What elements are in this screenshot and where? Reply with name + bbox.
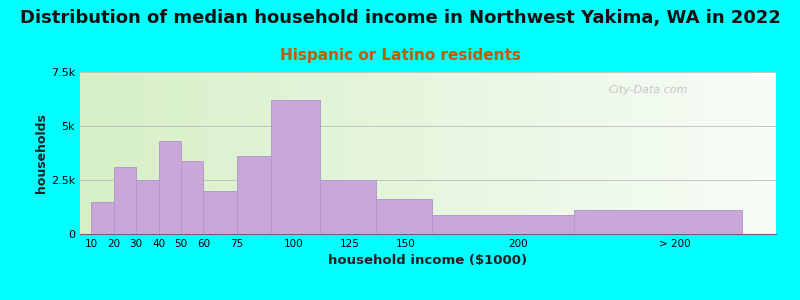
Bar xyxy=(203,191,237,234)
Bar xyxy=(574,210,742,234)
X-axis label: household income ($1000): household income ($1000) xyxy=(329,254,527,267)
Bar xyxy=(433,214,574,234)
Bar xyxy=(271,100,320,234)
Bar xyxy=(136,180,158,234)
Y-axis label: households: households xyxy=(35,113,48,193)
Bar xyxy=(114,167,136,234)
Bar xyxy=(158,141,181,234)
Bar xyxy=(237,156,271,234)
Text: City-Data.com: City-Data.com xyxy=(609,85,689,95)
Text: Distribution of median household income in Northwest Yakima, WA in 2022: Distribution of median household income … xyxy=(19,9,781,27)
Text: Hispanic or Latino residents: Hispanic or Latino residents xyxy=(279,48,521,63)
Bar xyxy=(376,200,433,234)
Bar xyxy=(91,202,114,234)
Bar xyxy=(320,180,376,234)
Bar xyxy=(181,160,203,234)
